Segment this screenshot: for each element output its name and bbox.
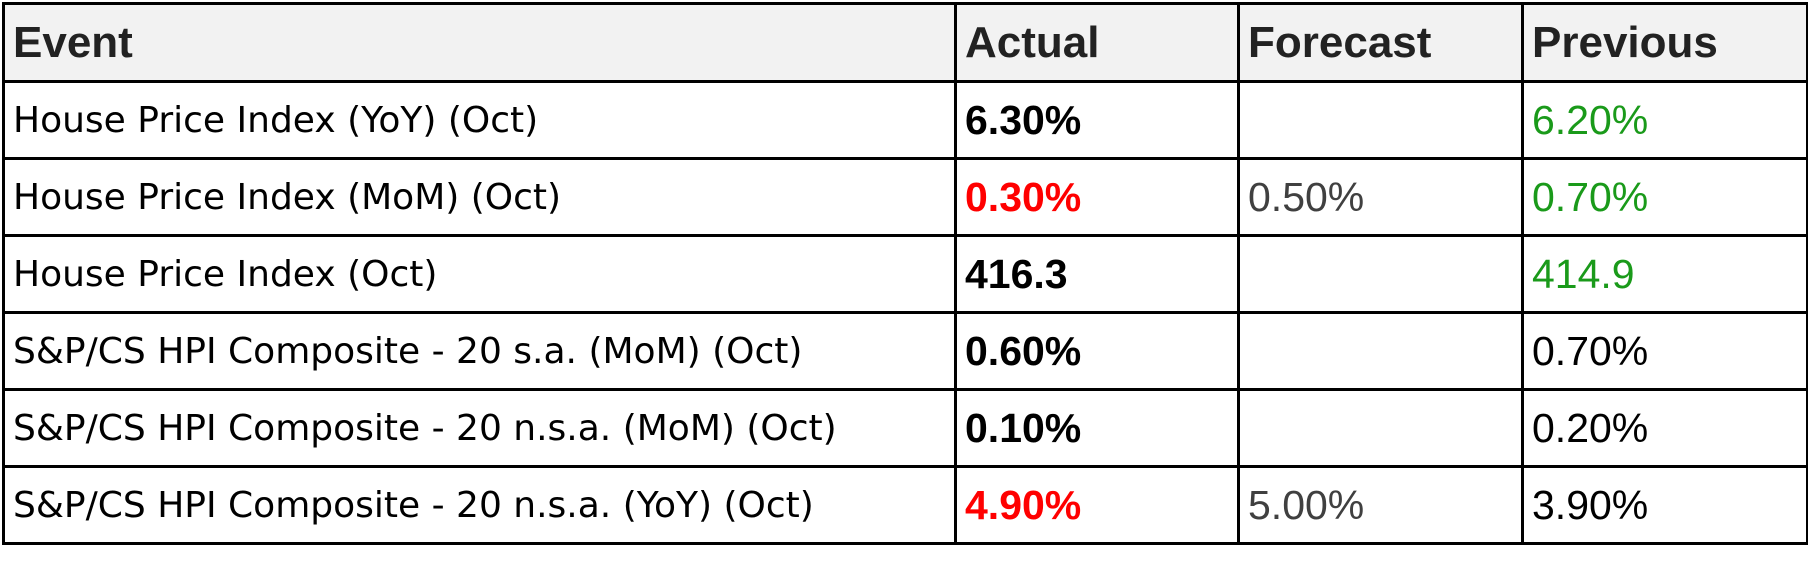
previous-cell: 6.20% [1521, 80, 1808, 160]
actual-cell: 4.90% [954, 465, 1240, 545]
event-cell: S&P/CS HPI Composite - 20 n.s.a. (MoM) (… [2, 388, 957, 468]
table-body: House Price Index (YoY) (Oct) 6.30% 6.20% H… [2, 80, 1808, 545]
data-table: Event Actual Forecast Previous House Pri… [2, 2, 1808, 545]
forecast-cell [1237, 311, 1524, 391]
table-row: S&P/CS HPI Composite - 20 n.s.a. (YoY) (… [2, 465, 1808, 545]
event-cell: House Price Index (MoM) (Oct) [2, 157, 957, 237]
table-row: S&P/CS HPI Composite - 20 n.s.a. (MoM) (… [2, 388, 1808, 468]
table-row: House Price Index (YoY) (Oct) 6.30% 6.20% [2, 80, 1808, 160]
header-cell: Forecast [1237, 2, 1524, 83]
previous-cell: 0.70% [1521, 157, 1808, 237]
forecast-cell: 0.50% [1237, 157, 1524, 237]
event-cell: House Price Index (YoY) (Oct) [2, 80, 957, 160]
header-cell: Previous [1521, 2, 1808, 83]
forecast-cell: 5.00% [1237, 465, 1524, 545]
header-cell: Actual [954, 2, 1240, 83]
event-cell: S&P/CS HPI Composite - 20 s.a. (MoM) (Oc… [2, 311, 957, 391]
previous-cell: 0.70% [1521, 311, 1808, 391]
actual-cell: 6.30% [954, 80, 1240, 160]
header-cell: Event [2, 2, 957, 83]
previous-cell: 414.9 [1521, 234, 1808, 314]
event-cell: House Price Index (Oct) [2, 234, 957, 314]
actual-cell: 0.10% [954, 388, 1240, 468]
table-row: S&P/CS HPI Composite - 20 s.a. (MoM) (Oc… [2, 311, 1808, 391]
actual-cell: 0.30% [954, 157, 1240, 237]
table-row: House Price Index (Oct) 416.3 414.9 [2, 234, 1808, 314]
previous-cell: 0.20% [1521, 388, 1808, 468]
header-row: Event Actual Forecast Previous [2, 2, 1808, 83]
forecast-cell [1237, 80, 1524, 160]
actual-cell: 416.3 [954, 234, 1240, 314]
forecast-cell [1237, 234, 1524, 314]
table-row: House Price Index (MoM) (Oct) 0.30% 0.50% 0… [2, 157, 1808, 237]
actual-cell: 0.60% [954, 311, 1240, 391]
event-cell: S&P/CS HPI Composite - 20 n.s.a. (YoY) (… [2, 465, 957, 545]
previous-cell: 3.90% [1521, 465, 1808, 545]
forecast-cell [1237, 388, 1524, 468]
